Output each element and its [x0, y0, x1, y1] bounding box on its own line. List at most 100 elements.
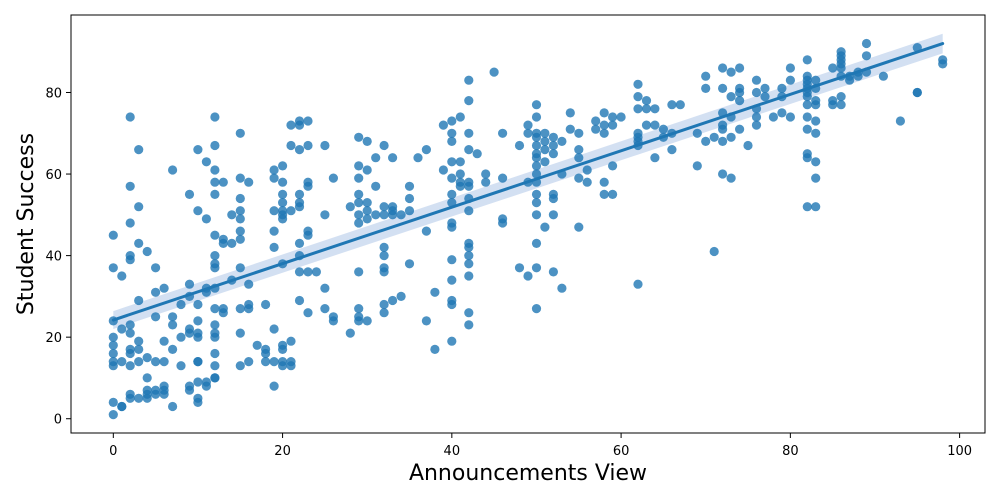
data-point: [269, 324, 279, 334]
data-point: [464, 251, 474, 261]
data-point: [379, 263, 389, 273]
data-point: [134, 393, 144, 403]
x-tick-label: 40: [444, 444, 461, 459]
data-point: [608, 112, 618, 122]
data-point: [108, 263, 118, 273]
data-point: [726, 173, 736, 183]
data-point: [210, 320, 220, 330]
data-point: [938, 55, 948, 65]
data-point: [244, 177, 254, 187]
data-point: [785, 63, 796, 73]
data-point: [447, 157, 457, 167]
data-point: [362, 165, 372, 175]
y-tick-label: 0: [54, 413, 62, 428]
data-point: [751, 75, 762, 85]
data-point: [168, 165, 178, 175]
data-point: [303, 267, 313, 277]
data-point: [294, 116, 305, 126]
data-point: [574, 153, 584, 163]
data-point: [404, 206, 415, 216]
data-point: [565, 108, 575, 118]
data-point: [379, 299, 389, 310]
data-point: [464, 320, 474, 330]
data-point: [320, 140, 330, 151]
data-point: [574, 145, 584, 155]
data-point: [201, 214, 211, 224]
data-point: [117, 271, 127, 281]
data-point: [447, 218, 457, 228]
data-point: [320, 304, 330, 314]
data-point: [235, 173, 245, 183]
data-point: [269, 173, 279, 183]
data-point: [303, 308, 313, 318]
data-point: [447, 136, 457, 146]
data-point: [498, 128, 508, 138]
data-point: [379, 251, 389, 261]
data-point: [447, 128, 457, 138]
data-point: [751, 87, 762, 98]
data-point: [531, 198, 542, 208]
data-point: [413, 153, 423, 163]
data-point: [201, 157, 211, 167]
data-point: [320, 283, 330, 293]
data-point: [244, 357, 254, 367]
data-point: [633, 79, 643, 89]
data-point: [574, 173, 584, 183]
data-point: [176, 299, 186, 310]
data-point: [235, 263, 245, 273]
data-point: [523, 271, 533, 281]
data-point: [751, 112, 762, 122]
data-point: [895, 116, 906, 126]
data-point: [125, 251, 135, 261]
data-point: [328, 173, 338, 183]
data-point: [210, 259, 220, 269]
data-point: [354, 161, 364, 171]
data-point: [278, 189, 288, 199]
data-point: [168, 344, 178, 354]
data-point: [430, 287, 440, 297]
data-point: [464, 206, 474, 216]
data-point: [328, 312, 338, 322]
data-point: [210, 165, 220, 175]
data-point: [464, 271, 474, 281]
data-point: [159, 357, 169, 367]
data-point: [193, 316, 203, 326]
data-point: [193, 206, 203, 216]
data-point: [362, 198, 372, 208]
data-point: [802, 100, 812, 110]
data-point: [125, 112, 135, 122]
data-point: [599, 128, 609, 138]
data-point: [404, 181, 415, 191]
data-point: [151, 357, 161, 367]
data-point: [836, 100, 846, 110]
data-point: [692, 128, 702, 138]
data-point: [531, 128, 542, 138]
data-point: [633, 104, 643, 114]
data-point: [210, 177, 220, 187]
data-point: [159, 283, 169, 293]
data-point: [802, 149, 812, 159]
data-point: [514, 140, 525, 151]
data-point: [565, 124, 575, 134]
data-point: [396, 291, 406, 301]
data-point: [286, 206, 296, 216]
data-point: [531, 161, 542, 171]
data-point: [768, 112, 779, 122]
data-point: [438, 120, 448, 130]
data-point: [650, 153, 660, 163]
data-point: [574, 222, 584, 232]
data-point: [269, 242, 279, 252]
data-point: [861, 38, 872, 49]
data-point: [861, 51, 872, 61]
data-point: [641, 104, 652, 114]
data-point: [658, 124, 669, 134]
data-point: [142, 353, 152, 363]
data-point: [404, 259, 415, 269]
data-point: [269, 226, 279, 236]
data-point: [193, 328, 203, 338]
data-point: [421, 145, 431, 155]
data-point: [117, 324, 127, 334]
data-point: [650, 104, 660, 114]
data-point: [811, 116, 821, 126]
data-point: [718, 136, 728, 146]
